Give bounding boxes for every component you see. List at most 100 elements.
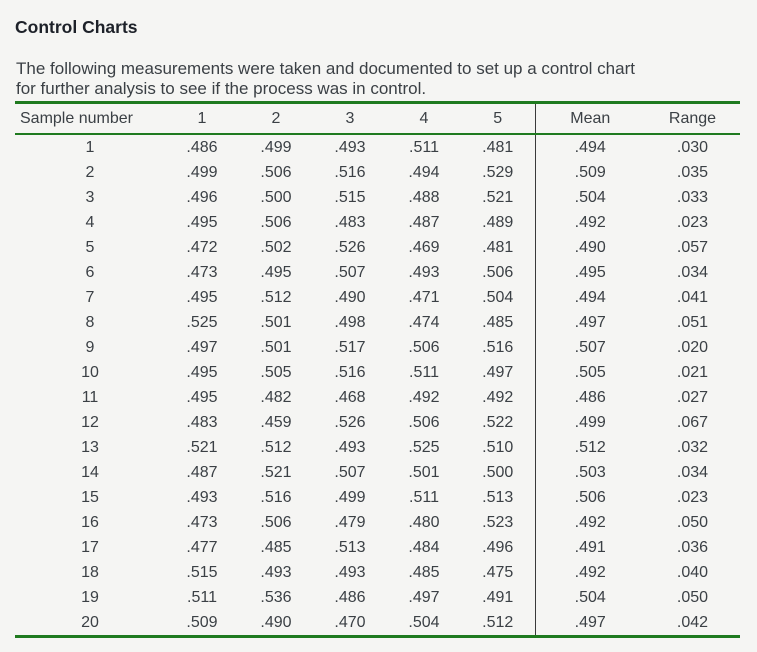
measurement-4-cell: .511 xyxy=(409,138,439,156)
sample-number-cell: 8 xyxy=(85,313,95,331)
measurement-3-cell: .516 xyxy=(334,163,366,181)
sample-number-cell: 9 xyxy=(85,338,95,356)
sample-number-cell: 1 xyxy=(85,138,95,156)
table-row: 10 .495 .505 .516 .511 .497 .505 .021 xyxy=(15,360,740,385)
measurement-5-cell: .523 xyxy=(482,513,514,531)
sample-number-cell: 4 xyxy=(85,213,95,231)
range-cell: .035 xyxy=(676,163,709,181)
column-header-3: 3 xyxy=(313,102,387,135)
mean-cell: .497 xyxy=(534,610,645,637)
measurement-2-cell: .501 xyxy=(260,313,292,331)
measurement-3-cell: .513 xyxy=(334,538,366,556)
measurement-4-cell: .506 xyxy=(408,413,440,431)
sample-number-cell: 6 xyxy=(85,263,95,281)
table-row: 13 .521 .512 .493 .525 .510 .512 .032 xyxy=(15,435,740,460)
table-row: 3 .496 .500 .515 .488 .521 .504 .033 xyxy=(15,185,740,210)
measurement-2-cell: .493 xyxy=(260,563,292,581)
measurement-3-cell: .490 xyxy=(334,288,366,306)
measurement-1-cell: .497 xyxy=(186,338,218,356)
measurement-4-cell: .504 xyxy=(408,613,440,631)
measurement-4-cell: .471 xyxy=(408,288,440,306)
measurement-2-cell: .506 xyxy=(260,213,292,231)
table-header-row: Sample number 1 2 3 4 5 Mean Range xyxy=(15,102,740,135)
range-cell: .033 xyxy=(676,188,709,206)
measurement-3-cell: .515 xyxy=(334,188,366,206)
measurement-3-cell: .507 xyxy=(334,463,366,481)
measurement-1-cell: .525 xyxy=(186,313,218,331)
mean-cell: .506 xyxy=(534,485,645,510)
measurement-1-cell: .499 xyxy=(186,163,218,181)
measurement-4-cell: .497 xyxy=(408,588,440,606)
column-header-sample: Sample number xyxy=(15,102,165,135)
measurement-2-cell: .482 xyxy=(260,388,292,406)
measurement-4-cell: .494 xyxy=(408,163,440,181)
table-row: 15 .493 .516 .499 .511 .513 .506 .023 xyxy=(15,485,740,510)
range-cell: .042 xyxy=(676,613,709,631)
column-header-5: 5 xyxy=(461,102,535,135)
measurement-2-cell: .499 xyxy=(260,138,292,156)
measurement-3-cell: .493 xyxy=(334,138,366,156)
table-row: 7 .495 .512 .490 .471 .504 .494 .041 xyxy=(15,285,740,310)
measurement-4-cell: .511 xyxy=(409,488,439,506)
range-cell: .050 xyxy=(676,513,709,531)
table-row: 8 .525 .501 .498 .474 .485 .497 .051 xyxy=(15,310,740,335)
table-row: 1 .486 .499 .493 .511 .481 .494 .030 xyxy=(15,134,740,160)
sample-number-cell: 17 xyxy=(81,538,99,556)
measurement-3-cell: .498 xyxy=(334,313,366,331)
range-cell: .034 xyxy=(676,463,709,481)
measurement-4-cell: .488 xyxy=(408,188,440,206)
mean-cell: .491 xyxy=(534,535,645,560)
measurement-1-cell: .473 xyxy=(186,263,218,281)
column-header-1: 1 xyxy=(165,102,239,135)
table-row: 6 .473 .495 .507 .493 .506 .495 .034 xyxy=(15,260,740,285)
measurement-5-cell: .521 xyxy=(482,188,514,206)
measurement-3-cell: .499 xyxy=(334,488,366,506)
measurement-5-cell: .481 xyxy=(482,238,514,256)
measurement-2-cell: .536 xyxy=(260,588,292,606)
sample-number-cell: 18 xyxy=(81,563,99,581)
measurement-4-cell: .485 xyxy=(408,563,440,581)
column-header-mean: Mean xyxy=(534,102,645,135)
mean-cell: .504 xyxy=(534,185,645,210)
measurement-5-cell: .485 xyxy=(482,313,514,331)
table-row: 11 .495 .482 .468 .492 .492 .486 .027 xyxy=(15,385,740,410)
measurement-1-cell: .493 xyxy=(186,488,218,506)
measurement-1-cell: .515 xyxy=(186,563,218,581)
control-charts-page: Control Charts The following measurement… xyxy=(15,17,740,638)
sample-number-cell: 5 xyxy=(85,238,95,256)
measurement-2-cell: .506 xyxy=(260,163,292,181)
table-body: 1.486.499.493.511.481.494.030 2.499.506.5… xyxy=(15,134,740,637)
measurement-5-cell: .510 xyxy=(482,438,514,456)
measurement-5-cell: .512 xyxy=(482,613,514,631)
table-row: 4 .495 .506 .483 .487 .489 .492 .023 xyxy=(15,210,740,235)
range-cell: .020 xyxy=(676,338,709,356)
measurement-5-cell: .475 xyxy=(482,563,514,581)
measurement-1-cell: .496 xyxy=(186,188,218,206)
range-cell: .027 xyxy=(676,388,709,406)
table-header: Sample number 1 2 3 4 5 Mean Range xyxy=(15,102,740,135)
table-row: 17 .477 .485 .513 .484 .496 .491 .036 xyxy=(15,535,740,560)
range-cell: .021 xyxy=(676,363,709,381)
mean-cell: .492 xyxy=(534,510,645,535)
sample-number-cell: 10 xyxy=(81,363,99,381)
measurement-2-cell: .459 xyxy=(260,413,292,431)
sample-number-cell: 19 xyxy=(81,588,99,606)
measurement-1-cell: .486 xyxy=(186,138,218,156)
range-cell: .051 xyxy=(676,313,709,331)
measurement-1-cell: .472 xyxy=(186,238,218,256)
measurement-5-cell: .516 xyxy=(482,338,514,356)
mean-cell: .494 xyxy=(534,285,645,310)
table-row: 5 .472 .502 .526 .469 .481 .490 .057 xyxy=(15,235,740,260)
measurement-2-cell: .500 xyxy=(260,188,292,206)
measurement-4-cell: .474 xyxy=(408,313,440,331)
table-row: 19 .511 .536 .486 .497 .491 .504 .050 xyxy=(15,585,740,610)
measurement-1-cell: .495 xyxy=(186,288,218,306)
range-cell: .050 xyxy=(676,588,709,606)
range-cell: .057 xyxy=(676,238,709,256)
mean-cell: .499 xyxy=(534,410,645,435)
measurement-3-cell: .493 xyxy=(334,438,366,456)
mean-cell: .495 xyxy=(534,260,645,285)
sample-number-cell: 16 xyxy=(81,513,99,531)
measurement-5-cell: .500 xyxy=(482,463,514,481)
range-cell: .023 xyxy=(676,213,709,231)
